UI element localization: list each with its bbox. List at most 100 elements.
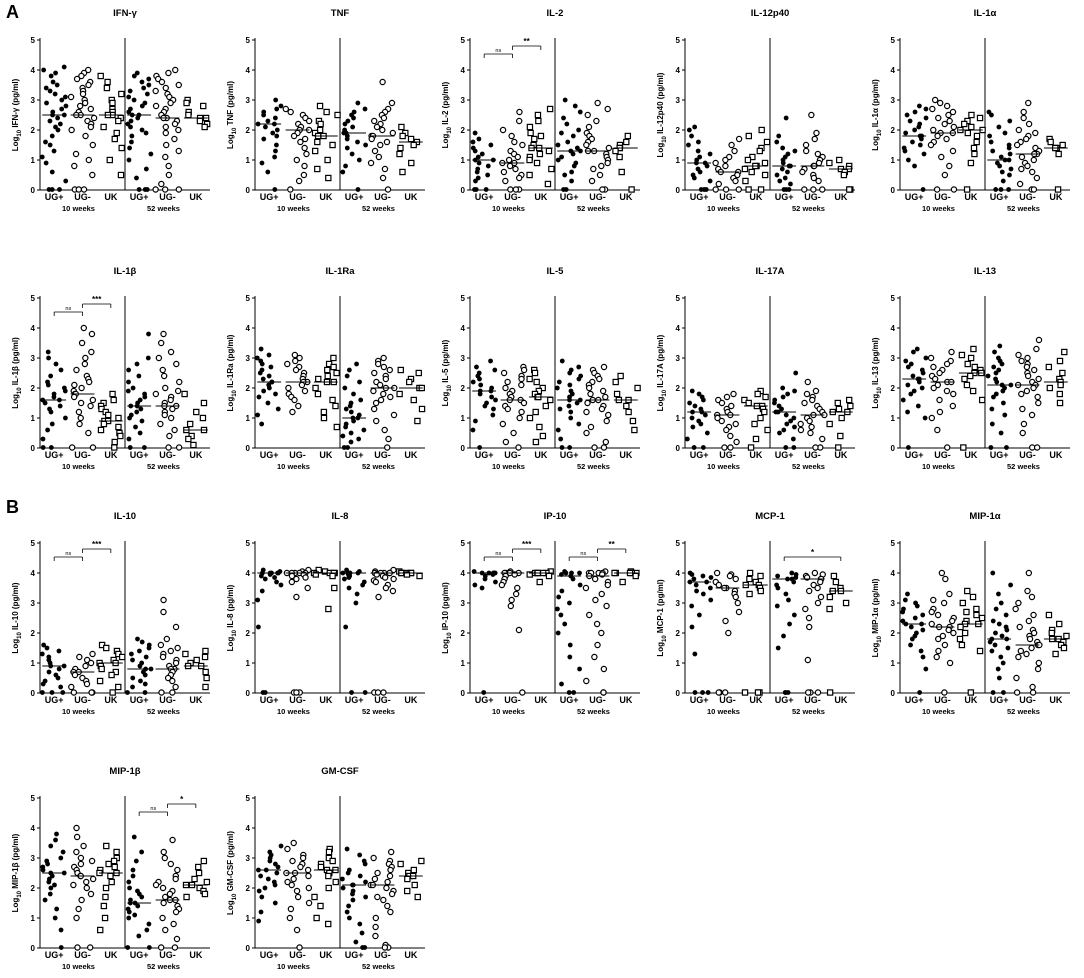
data-point-uk	[961, 375, 968, 383]
data-point-ug-minus	[373, 417, 380, 425]
data-point-ug-plus	[472, 148, 478, 154]
data-point-ug-minus	[605, 144, 613, 152]
data-point-ug-minus	[80, 186, 88, 193]
data-point-ug-plus	[554, 385, 560, 391]
y-tick-label: 0	[461, 186, 466, 195]
data-point-ug-plus	[566, 690, 572, 695]
data-point-ug-plus	[783, 690, 789, 695]
data-point-ug-minus	[802, 605, 809, 613]
data-point-ug-minus	[381, 426, 388, 434]
data-point-ug-plus	[350, 897, 356, 903]
data-point-ug-minus	[727, 444, 734, 451]
data-point-uk	[324, 372, 331, 380]
data-point-uk	[1045, 363, 1053, 371]
data-point-ug-plus	[342, 576, 347, 582]
x-group-label: UK	[189, 450, 202, 460]
x-group-label: UK	[404, 950, 417, 960]
data-point-ug-plus	[999, 169, 1005, 175]
data-point-ug-plus	[129, 133, 135, 139]
x-group-label: UK	[964, 695, 977, 705]
x-group-label: UG-	[504, 695, 521, 705]
data-point-uk	[329, 572, 336, 580]
data-point-ug-plus	[137, 648, 142, 654]
data-point-ug-plus	[361, 427, 367, 433]
data-point-ug-minus	[290, 132, 298, 140]
data-point-ug-minus	[803, 390, 811, 398]
x-group-label: UG+	[45, 192, 64, 202]
data-point-ug-plus	[135, 636, 140, 642]
data-point-ug-plus	[343, 406, 349, 412]
data-point-ug-plus	[475, 175, 481, 181]
x-group-label: UK	[964, 192, 977, 202]
data-point-ug-plus	[989, 648, 995, 654]
data-point-uk	[756, 147, 763, 155]
y-tick-label: 4	[891, 569, 896, 578]
x-group-label: UK	[534, 695, 547, 705]
data-point-uk	[1057, 381, 1064, 389]
data-point-uk	[840, 171, 848, 179]
data-point-ug-plus	[923, 115, 929, 121]
data-point-uk	[969, 593, 977, 601]
data-point-ug-plus	[45, 861, 50, 867]
data-point-ug-minus	[155, 354, 163, 362]
y-tick-label: 2	[676, 126, 681, 135]
data-point-ug-plus	[997, 163, 1003, 169]
data-point-ug-minus	[928, 414, 936, 422]
x-group-label: UK	[104, 695, 117, 705]
data-point-ug-minus	[814, 584, 821, 592]
data-point-ug-minus	[591, 653, 598, 661]
data-point-ug-plus	[145, 355, 151, 361]
data-point-ug-plus	[265, 400, 271, 406]
data-point-ug-plus	[490, 412, 496, 418]
data-point-ug-plus	[340, 433, 346, 439]
y-tick-label: 0	[246, 944, 251, 953]
y-tick-label: 0	[31, 689, 36, 698]
data-point-ug-minus	[172, 683, 179, 691]
data-point-ug-minus	[159, 653, 167, 661]
x-group-label: UG+	[130, 950, 149, 960]
data-point-uk	[963, 381, 971, 389]
data-point-ug-minus	[511, 138, 518, 146]
data-point-uk	[1055, 150, 1062, 158]
data-point-ug-plus	[789, 570, 795, 576]
data-point-ug-minus	[175, 81, 182, 89]
data-point-uk	[631, 426, 638, 434]
data-point-ug-plus	[988, 139, 994, 145]
y-tick-label: 2	[31, 884, 36, 893]
data-point-uk	[754, 390, 761, 398]
data-point-ug-minus	[592, 596, 599, 604]
data-point-ug-minus	[941, 120, 948, 128]
data-point-ug-minus	[68, 683, 75, 691]
data-point-ug-plus	[708, 575, 714, 580]
data-point-uk	[110, 857, 118, 865]
data-point-ug-minus	[938, 569, 946, 577]
data-point-uk	[764, 426, 771, 434]
data-point-ug-minus	[591, 444, 598, 451]
data-point-ug-plus	[700, 397, 706, 403]
data-point-uk	[404, 887, 411, 895]
x-group-label: UK	[189, 192, 202, 202]
data-point-ug-plus	[127, 415, 132, 421]
data-point-ug-plus	[351, 391, 356, 397]
data-point-ug-plus	[912, 615, 918, 621]
data-point-ug-minus	[590, 165, 597, 173]
data-point-uk	[325, 605, 332, 613]
data-point-ug-plus	[340, 885, 346, 891]
data-point-uk	[533, 378, 540, 386]
data-point-uk	[320, 408, 328, 416]
y-axis-label: Log10 IFN-γ (pg/ml)	[11, 78, 23, 151]
data-point-ug-minus	[71, 671, 79, 679]
y-axis-label: Log10 IL-12p40 (pg/ml)	[656, 72, 668, 157]
data-point-uk	[317, 120, 324, 128]
data-point-ug-minus	[68, 126, 75, 134]
y-tick-label: 1	[461, 659, 466, 668]
data-point-uk	[186, 420, 194, 428]
data-point-ug-minus	[504, 405, 512, 413]
x-group-label: UG-	[804, 192, 821, 202]
data-point-ug-plus	[49, 187, 55, 192]
data-point-ug-plus	[357, 921, 363, 927]
data-point-ug-plus	[696, 612, 702, 618]
data-point-ug-minus	[75, 186, 82, 193]
data-point-uk	[397, 860, 404, 868]
